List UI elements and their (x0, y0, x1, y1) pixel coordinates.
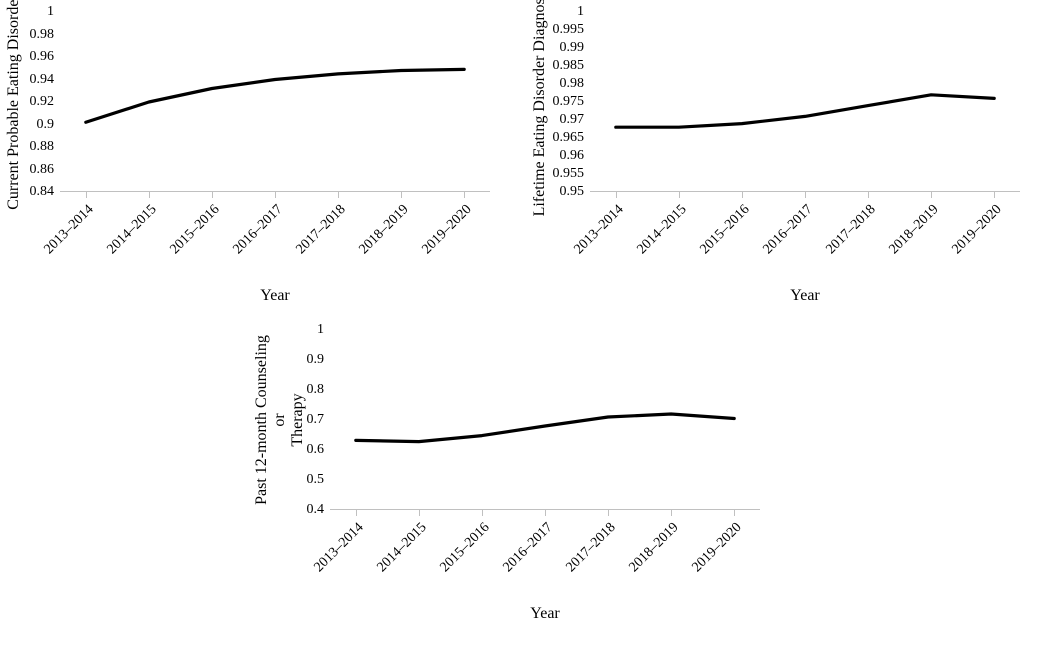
x-tick-mark (616, 192, 617, 198)
x-tick-label: 2019–2020 (690, 520, 746, 576)
y-tick-label: 0.97 (560, 112, 591, 128)
y-tick-label: 0.96 (30, 49, 61, 65)
y-tick-label: 0.995 (553, 22, 591, 38)
x-axis-label: Year (530, 605, 559, 623)
y-tick-label: 0.975 (553, 94, 591, 110)
line-series (330, 330, 760, 510)
x-tick-mark (805, 192, 806, 198)
y-tick-label: 0.965 (553, 130, 591, 146)
y-tick-label: 0.985 (553, 58, 591, 74)
x-tick-label: 2014–2015 (104, 202, 160, 258)
x-tick-label: 2013–2014 (41, 202, 97, 258)
x-tick-mark (356, 510, 357, 516)
x-tick-mark (338, 192, 339, 198)
x-tick-mark (742, 192, 743, 198)
x-tick-label: 2016–2017 (230, 202, 286, 258)
x-tick-mark (149, 192, 150, 198)
x-tick-mark (931, 192, 932, 198)
x-tick-label: 2019–2020 (950, 202, 1006, 258)
x-tick-label: 2017–2018 (294, 202, 350, 258)
plot-area: 0.40.50.60.70.80.912013–20142014–2015201… (330, 330, 760, 510)
x-tick-mark (868, 192, 869, 198)
y-tick-label: 0.99 (560, 40, 591, 56)
chart-lifetime-eating-disorder-diagnosis: 0.950.9550.960.9650.970.9750.980.9850.99… (590, 12, 1020, 192)
x-tick-label: 2013–2014 (571, 202, 627, 258)
figure: 0.84 0.86 0.88 0.9 0.92 0.94 0.96 0.98 1 2013–201… (0, 0, 1050, 646)
y-tick-label: 0.84 (30, 184, 61, 200)
x-tick-mark (86, 192, 87, 198)
x-tick-mark (608, 510, 609, 516)
x-tick-mark (734, 510, 735, 516)
x-tick-label: 2017–2018 (824, 202, 880, 258)
x-tick-label: 2015–2016 (437, 520, 493, 576)
y-tick-label: 0.98 (30, 27, 61, 43)
y-axis-label: Current Probable Eating Disorder (5, 0, 23, 210)
y-tick-label: 0.95 (560, 184, 591, 200)
x-tick-label: 2018–2019 (357, 202, 413, 258)
line-series (60, 12, 490, 192)
x-tick-mark (545, 510, 546, 516)
chart-current-probable-eating-disorder: 0.840.860.880.90.920.940.960.9812013–201… (60, 12, 490, 192)
y-tick-label: 0.98 (560, 76, 591, 92)
y-tick-label: 0.8 (307, 382, 331, 398)
y-tick-label: 0.955 (553, 166, 591, 182)
x-tick-mark (212, 192, 213, 198)
x-tick-mark (419, 510, 420, 516)
x-tick-mark (464, 192, 465, 198)
y-tick-label: 0.9 (307, 352, 331, 368)
y-tick-label: 0.86 (30, 162, 61, 178)
x-tick-mark (679, 192, 680, 198)
y-axis-label: Lifetime Eating Disorder Diagnosis (531, 0, 549, 216)
y-tick-label: 0.6 (307, 442, 331, 458)
x-tick-label: 2018–2019 (627, 520, 683, 576)
x-tick-mark (275, 192, 276, 198)
x-tick-mark (994, 192, 995, 198)
y-tick-label: 0.5 (307, 472, 331, 488)
y-tick-label: 0.92 (30, 94, 61, 110)
x-tick-label: 2016–2017 (500, 520, 556, 576)
x-tick-label: 2015–2016 (167, 202, 223, 258)
x-tick-label: 2018–2019 (887, 202, 943, 258)
x-tick-mark (671, 510, 672, 516)
x-tick-label: 2019–2020 (420, 202, 476, 258)
y-axis-label: Past 12-month Counseling orTherapy (253, 330, 307, 510)
x-axis-label: Year (260, 287, 289, 305)
y-tick-label: 0.94 (30, 72, 61, 88)
chart-past-12-month-counseling: 0.40.50.60.70.80.912013–20142014–2015201… (330, 330, 760, 510)
x-tick-mark (482, 510, 483, 516)
x-tick-label: 2014–2015 (374, 520, 430, 576)
x-tick-label: 2015–2016 (697, 202, 753, 258)
x-tick-label: 2016–2017 (760, 202, 816, 258)
plot-area: 0.950.9550.960.9650.970.9750.980.9850.99… (590, 12, 1020, 192)
y-tick-label: 0.9 (37, 117, 61, 133)
x-tick-label: 2013–2014 (311, 520, 367, 576)
y-tick-label: 1 (317, 322, 330, 338)
x-tick-label: 2014–2015 (634, 202, 690, 258)
x-axis-label: Year (790, 287, 819, 305)
y-tick-label: 1 (577, 4, 590, 20)
x-tick-mark (401, 192, 402, 198)
line-series (590, 12, 1020, 192)
y-tick-label: 0.7 (307, 412, 331, 428)
y-tick-label: 0.4 (307, 502, 331, 518)
y-tick-label: 1 (47, 4, 60, 20)
plot-area: 0.840.860.880.90.920.940.960.9812013–201… (60, 12, 490, 192)
y-tick-label: 0.88 (30, 139, 61, 155)
y-tick-label: 0.96 (560, 148, 591, 164)
x-tick-label: 2017–2018 (564, 520, 620, 576)
